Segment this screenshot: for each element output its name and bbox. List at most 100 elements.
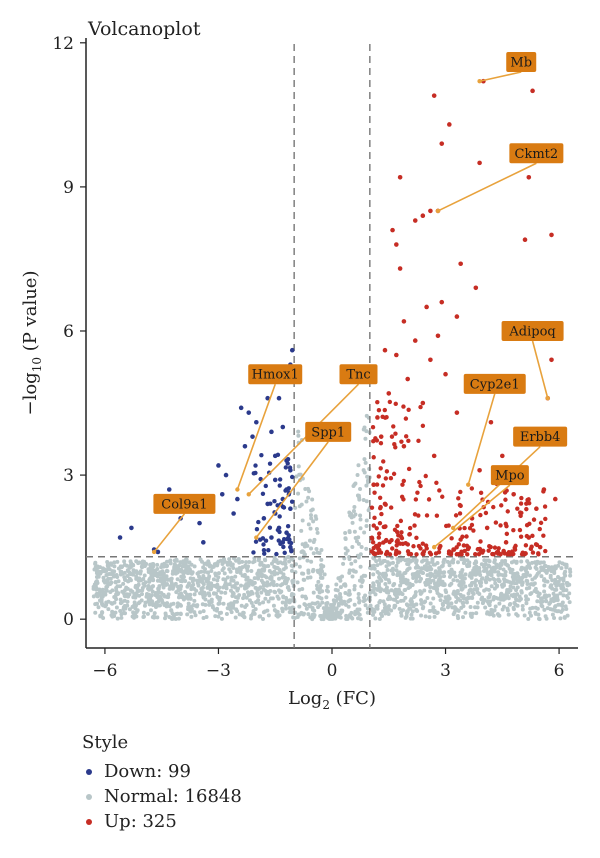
normal-point	[159, 565, 164, 570]
data-point	[219, 491, 225, 497]
normal-point	[440, 601, 445, 606]
normal-point	[449, 601, 454, 606]
normal-point	[378, 589, 383, 594]
normal-point	[340, 601, 345, 606]
normal-point	[364, 523, 369, 528]
normal-point	[216, 571, 221, 576]
normal-point	[384, 605, 389, 610]
normal-point	[338, 615, 343, 620]
normal-point	[276, 561, 281, 566]
normal-point	[558, 591, 563, 596]
data-point	[376, 407, 382, 413]
normal-point	[192, 598, 197, 603]
normal-point	[420, 566, 425, 571]
data-point	[454, 545, 459, 550]
normal-point	[432, 581, 437, 586]
normal-point	[458, 573, 463, 578]
normal-point	[539, 574, 544, 579]
data-point	[400, 482, 405, 487]
normal-point	[524, 601, 529, 606]
normal-point	[558, 616, 563, 621]
normal-point	[286, 584, 291, 589]
normal-point	[297, 604, 302, 609]
normal-point	[556, 579, 561, 584]
normal-point	[352, 602, 357, 607]
data-point	[242, 443, 248, 449]
data-point	[476, 552, 482, 557]
normal-point	[174, 590, 179, 595]
annotation-arrowhead	[435, 208, 441, 214]
normal-point	[322, 572, 327, 577]
normal-point	[482, 588, 487, 593]
normal-point	[374, 559, 379, 564]
annotation-box	[513, 426, 568, 447]
data-point	[378, 441, 384, 446]
normal-point	[335, 588, 340, 593]
normal-point	[503, 558, 508, 563]
normal-point	[177, 592, 182, 597]
normal-point	[366, 508, 371, 513]
normal-point	[318, 583, 323, 588]
normal-point	[295, 580, 300, 585]
normal-point	[392, 582, 397, 587]
data-point	[390, 227, 395, 233]
normal-point	[567, 600, 572, 605]
normal-point	[224, 586, 229, 591]
normal-point	[317, 603, 322, 608]
normal-point	[350, 545, 355, 550]
normal-point	[480, 595, 485, 600]
normal-point	[428, 589, 433, 594]
data-point	[518, 534, 524, 539]
data-point	[500, 453, 505, 459]
data-point	[383, 476, 389, 481]
normal-point	[549, 597, 554, 602]
normal-point	[256, 594, 261, 599]
normal-point	[244, 577, 249, 582]
normal-point	[191, 576, 196, 581]
normal-point	[552, 615, 557, 620]
normal-point	[189, 614, 194, 619]
normal-point	[350, 574, 355, 579]
data-point	[276, 538, 281, 543]
data-point	[395, 523, 400, 529]
normal-point	[168, 615, 173, 620]
normal-point	[183, 589, 188, 594]
normal-point	[498, 566, 503, 571]
normal-point	[539, 596, 544, 601]
normal-point	[501, 604, 506, 609]
normal-point	[150, 589, 155, 594]
normal-point	[147, 569, 152, 574]
normal-point	[375, 606, 380, 611]
legend-dot-normal	[86, 793, 92, 800]
normal-point	[146, 595, 151, 600]
normal-point	[319, 563, 324, 568]
normal-point	[300, 518, 305, 523]
normal-point	[306, 568, 311, 573]
normal-point	[381, 599, 386, 604]
normal-point	[115, 616, 120, 621]
normal-point	[261, 563, 266, 568]
normal-point	[449, 581, 454, 586]
normal-point	[473, 559, 478, 564]
normal-point	[271, 579, 276, 584]
normal-point	[182, 569, 187, 574]
data-point	[499, 503, 504, 508]
normal-point	[358, 564, 363, 569]
data-point	[424, 546, 429, 551]
normal-point	[422, 588, 427, 593]
data-point	[534, 506, 539, 512]
data-point	[426, 497, 432, 502]
normal-point	[415, 609, 420, 614]
normal-point	[185, 612, 190, 617]
normal-point	[519, 567, 524, 572]
normal-point	[391, 572, 396, 577]
annotation-line	[433, 484, 511, 548]
normal-point	[272, 569, 277, 574]
data-point	[374, 526, 379, 531]
normal-point	[233, 574, 238, 579]
normal-point	[295, 614, 300, 619]
normal-point	[97, 590, 102, 595]
normal-point	[377, 557, 382, 562]
annotation-line	[467, 393, 496, 485]
normal-point	[352, 529, 357, 534]
